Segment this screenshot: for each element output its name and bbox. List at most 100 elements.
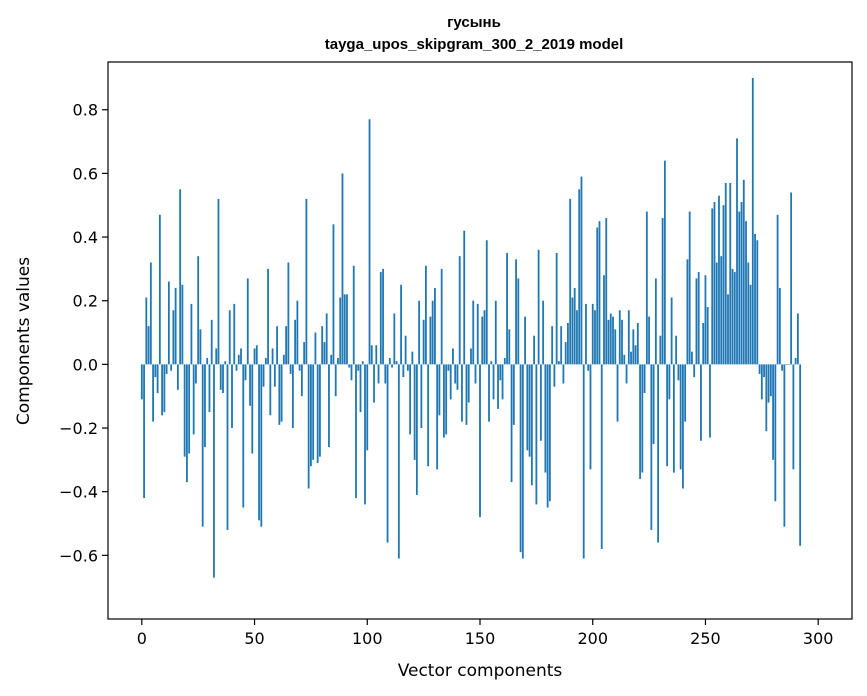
bar (621, 319, 623, 365)
bar (145, 297, 148, 365)
bar (467, 364, 470, 403)
bar (300, 364, 303, 397)
bar (688, 211, 691, 365)
y-tick-label: −0.4 (59, 483, 98, 502)
bar (140, 364, 143, 400)
bar (303, 342, 306, 365)
bar (598, 221, 601, 365)
bar (769, 364, 772, 397)
bar (147, 326, 150, 365)
bar (729, 182, 732, 365)
bar (558, 361, 560, 365)
bar (544, 364, 547, 473)
x-axis: 0 50 100 150 200 250 300 (137, 619, 834, 648)
bar (603, 275, 605, 365)
bar (742, 179, 745, 365)
bar (445, 364, 448, 435)
bar (772, 364, 774, 460)
bar (785, 364, 788, 365)
bar (677, 364, 680, 381)
bar (179, 189, 182, 365)
bar (488, 364, 490, 422)
bar (456, 364, 459, 390)
y-tick-label: −0.6 (59, 546, 98, 565)
bar (287, 262, 290, 365)
bar (314, 332, 317, 365)
bar (605, 217, 608, 365)
bar (409, 364, 412, 435)
bar (763, 364, 765, 378)
bar (323, 342, 326, 365)
bar (195, 364, 197, 384)
x-tick-label: 150 (465, 629, 496, 648)
bar (747, 262, 750, 365)
bar (165, 364, 168, 374)
bar (733, 272, 736, 365)
bar (501, 364, 504, 400)
bar (794, 358, 797, 365)
bar (528, 364, 531, 457)
bar (542, 300, 545, 365)
x-axis-label: Vector components (398, 661, 563, 681)
bar (686, 259, 689, 365)
bar (364, 364, 366, 505)
bar (612, 316, 614, 365)
bar (366, 364, 369, 451)
bar (639, 364, 641, 479)
bar (790, 192, 793, 365)
bar (246, 278, 249, 365)
bar (751, 77, 754, 365)
bar (264, 358, 267, 365)
bar (546, 364, 549, 508)
bar (796, 313, 799, 365)
bar (564, 342, 567, 365)
x-tick-label: 300 (803, 629, 834, 648)
bar (242, 364, 245, 508)
bar (535, 364, 538, 505)
bar (691, 351, 693, 365)
bar (630, 351, 632, 365)
bar (370, 345, 373, 365)
bar (240, 348, 242, 365)
bar (722, 205, 725, 365)
bar (255, 345, 258, 365)
bar (650, 364, 653, 530)
bar (452, 348, 454, 365)
bar (278, 364, 281, 425)
bar (497, 364, 499, 409)
bar (190, 303, 193, 365)
bar (172, 310, 175, 365)
bar (237, 354, 240, 365)
bar (643, 364, 646, 394)
bar (434, 287, 436, 365)
bar (594, 310, 596, 365)
bar (589, 364, 592, 470)
bar (206, 358, 209, 365)
y-axis-label: Components values (14, 257, 34, 425)
bar (539, 364, 542, 441)
bar (199, 329, 202, 365)
bar (792, 364, 795, 470)
bar (648, 316, 650, 365)
bar (745, 221, 747, 365)
bar (436, 364, 439, 470)
bar (334, 364, 337, 397)
bar (400, 284, 402, 365)
x-tick-label: 200 (577, 629, 608, 648)
bar (623, 354, 626, 365)
bar (778, 287, 781, 365)
bar (298, 364, 301, 371)
bar (510, 364, 513, 483)
bar (576, 310, 578, 365)
bar (567, 322, 569, 365)
bar (422, 319, 425, 365)
bar (706, 307, 709, 365)
bar (368, 119, 371, 365)
bar (585, 303, 587, 365)
bar (231, 364, 233, 429)
bar (783, 364, 786, 527)
bar (682, 364, 684, 489)
bar (156, 364, 159, 394)
bar (161, 364, 164, 416)
bar (406, 364, 409, 371)
